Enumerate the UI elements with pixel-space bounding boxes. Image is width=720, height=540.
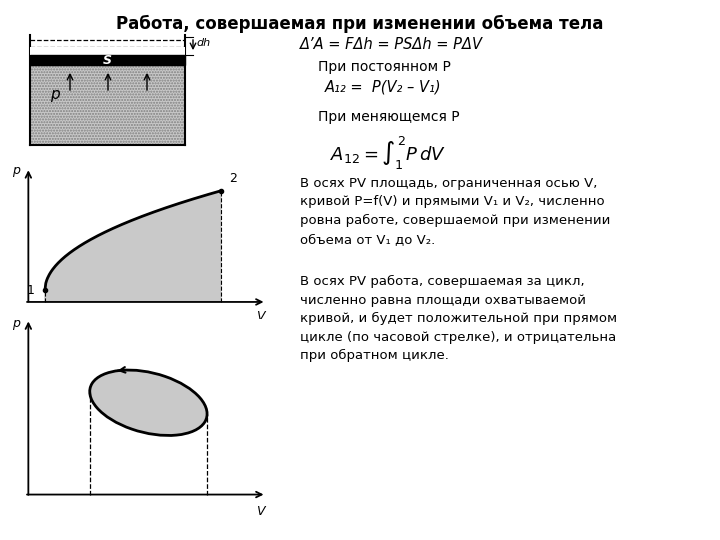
Text: A₁₂ =  P(V₂ – V₁): A₁₂ = P(V₂ – V₁) <box>325 80 441 95</box>
Text: S: S <box>103 53 112 66</box>
Text: При меняющемся P: При меняющемся P <box>318 110 459 124</box>
Text: dh: dh <box>196 38 210 48</box>
Text: В осях PV площадь, ограниченная осью V,
кривой P=f(V) и прямыми V₁ и V₂, численн: В осях PV площадь, ограниченная осью V, … <box>300 177 611 246</box>
Text: 2: 2 <box>229 172 237 185</box>
Polygon shape <box>45 191 221 302</box>
Bar <box>30 47 185 55</box>
Text: 1: 1 <box>27 284 35 297</box>
Text: $A_{12} = \int_1^2 P\,dV$: $A_{12} = \int_1^2 P\,dV$ <box>330 135 446 172</box>
Text: V: V <box>256 505 264 518</box>
Text: При постоянном P: При постоянном P <box>318 60 451 74</box>
Text: p: p <box>12 316 20 330</box>
Text: Δ’A = FΔh = PSΔh = PΔV: Δ’A = FΔh = PSΔh = PΔV <box>300 37 483 52</box>
Ellipse shape <box>90 370 207 435</box>
Bar <box>30 55 185 65</box>
Text: p: p <box>50 87 60 103</box>
Text: Работа, совершаемая при изменении объема тела: Работа, совершаемая при изменении объема… <box>117 15 603 33</box>
Bar <box>30 65 185 145</box>
Text: p: p <box>12 164 20 178</box>
Text: V: V <box>256 310 264 323</box>
Text: В осях PV работа, совершаемая за цикл,
численно равна площади охватываемой
криво: В осях PV работа, совершаемая за цикл, ч… <box>300 275 617 362</box>
